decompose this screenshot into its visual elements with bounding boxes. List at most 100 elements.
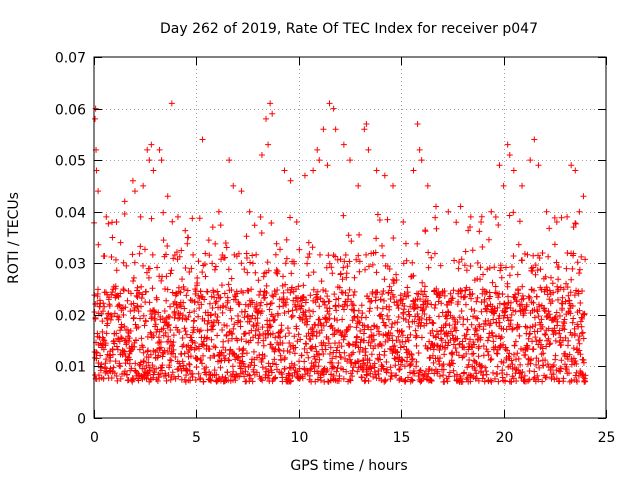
data-point (432, 301, 439, 308)
data-point (421, 288, 428, 295)
data-point (238, 260, 245, 267)
data-point (196, 215, 203, 222)
data-point (526, 331, 533, 338)
data-point (338, 343, 345, 350)
data-point (553, 259, 560, 266)
data-point (482, 364, 489, 371)
data-point (494, 370, 501, 377)
data-point (330, 364, 337, 371)
data-point (128, 290, 135, 297)
data-point (334, 317, 341, 324)
data-point (170, 339, 177, 346)
data-point (136, 346, 143, 353)
data-point (473, 327, 480, 334)
data-point (158, 157, 165, 164)
data-point (283, 301, 290, 308)
data-point (95, 360, 102, 367)
data-point (271, 316, 278, 323)
y-tick-label: 0.07 (55, 51, 86, 67)
data-point (269, 110, 276, 117)
data-point (560, 322, 567, 329)
data-point (356, 268, 363, 275)
data-point (113, 219, 120, 226)
data-point (545, 308, 552, 315)
data-point (256, 352, 263, 359)
data-point (316, 316, 323, 323)
data-point (471, 331, 478, 338)
data-point (503, 371, 510, 378)
data-point (117, 327, 124, 334)
data-point (500, 341, 507, 348)
data-point (428, 377, 435, 384)
data-point (313, 328, 320, 335)
data-point (273, 267, 280, 274)
data-point (373, 269, 380, 276)
data-point (488, 208, 495, 215)
data-point (265, 141, 272, 148)
data-point (504, 347, 511, 354)
data-point (573, 378, 580, 385)
data-point (252, 269, 259, 276)
data-point (450, 287, 457, 294)
data-point (401, 303, 408, 310)
data-point (149, 307, 156, 314)
data-point (380, 365, 387, 372)
data-point (506, 212, 513, 219)
data-point (145, 359, 152, 366)
data-point (428, 367, 435, 374)
data-point (249, 260, 256, 267)
data-point (146, 299, 153, 306)
data-point (257, 302, 264, 309)
data-point (214, 288, 221, 295)
data-point (168, 267, 175, 274)
data-point (266, 306, 273, 313)
data-point (522, 323, 529, 330)
data-point (143, 375, 150, 382)
data-point (160, 209, 167, 216)
data-point (113, 372, 120, 379)
data-point (340, 375, 347, 382)
data-point (282, 281, 289, 288)
data-point (108, 313, 115, 320)
data-point (154, 377, 161, 384)
data-point (511, 342, 518, 349)
data-point (99, 318, 106, 325)
data-point (330, 252, 337, 259)
data-point (298, 303, 305, 310)
data-point (274, 268, 281, 275)
data-point (310, 297, 317, 304)
data-point (217, 294, 224, 301)
data-point (361, 126, 368, 133)
data-point (469, 290, 476, 297)
data-point (298, 302, 305, 309)
data-point (504, 293, 511, 300)
data-point (321, 301, 328, 308)
data-point (271, 356, 278, 363)
data-point (502, 344, 509, 351)
data-point (172, 312, 179, 319)
data-point (471, 307, 478, 314)
data-point (403, 257, 410, 264)
data-point (120, 348, 127, 355)
data-point (568, 162, 575, 169)
data-point (524, 346, 531, 353)
data-point (542, 357, 549, 364)
data-point (475, 353, 482, 360)
data-point (281, 310, 288, 317)
data-point (450, 367, 457, 374)
data-point (570, 224, 577, 231)
data-point (269, 360, 276, 367)
data-point (359, 310, 366, 317)
data-point (223, 322, 230, 329)
data-point (205, 237, 212, 244)
data-point (339, 276, 346, 283)
data-point (170, 346, 177, 353)
data-point (442, 320, 449, 327)
data-point (547, 340, 554, 347)
data-point (444, 308, 451, 315)
data-point (573, 360, 580, 367)
data-point (538, 341, 545, 348)
data-point (246, 318, 253, 325)
data-point (415, 373, 422, 380)
data-point (571, 292, 578, 299)
